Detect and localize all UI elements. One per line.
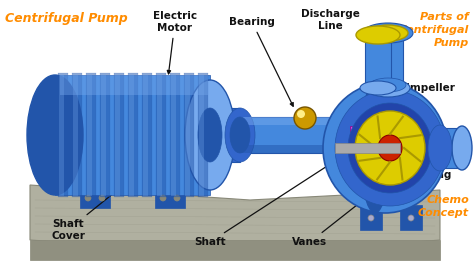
Bar xyxy=(350,128,380,142)
Text: Parts of
Centrifugal
Pump: Parts of Centrifugal Pump xyxy=(399,12,469,48)
Circle shape xyxy=(408,215,414,221)
Bar xyxy=(157,74,162,196)
Bar xyxy=(240,117,350,125)
Text: Suction
Line: Suction Line xyxy=(410,129,454,151)
Bar xyxy=(400,205,422,230)
Text: Shaft: Shaft xyxy=(194,150,352,247)
Bar xyxy=(350,126,358,144)
Circle shape xyxy=(99,195,105,201)
Text: Vanes: Vanes xyxy=(292,178,392,247)
Ellipse shape xyxy=(355,111,425,185)
Polygon shape xyxy=(30,185,440,255)
Ellipse shape xyxy=(360,83,390,213)
Circle shape xyxy=(368,215,374,221)
Text: Impeller: Impeller xyxy=(406,83,455,124)
Bar xyxy=(72,73,82,197)
Bar xyxy=(100,73,110,197)
Ellipse shape xyxy=(198,108,222,162)
Ellipse shape xyxy=(185,80,235,190)
Bar xyxy=(199,74,204,196)
Bar xyxy=(170,73,180,197)
Bar xyxy=(80,188,110,208)
Ellipse shape xyxy=(335,90,445,206)
Ellipse shape xyxy=(360,81,396,95)
Bar xyxy=(373,33,403,88)
Ellipse shape xyxy=(340,117,360,153)
Text: Casing: Casing xyxy=(412,170,452,180)
Bar xyxy=(240,117,350,153)
Bar xyxy=(58,73,68,197)
Ellipse shape xyxy=(452,126,472,170)
Text: Shaft
Cover: Shaft Cover xyxy=(51,191,117,241)
Bar xyxy=(59,74,64,196)
Ellipse shape xyxy=(230,117,250,153)
Polygon shape xyxy=(30,240,440,260)
Ellipse shape xyxy=(368,25,408,41)
Circle shape xyxy=(297,110,305,118)
Bar xyxy=(335,143,400,153)
Ellipse shape xyxy=(27,75,83,195)
Text: Centrifugal Pump: Centrifugal Pump xyxy=(5,12,128,25)
Circle shape xyxy=(85,195,91,201)
Ellipse shape xyxy=(356,26,400,44)
Circle shape xyxy=(294,107,316,129)
Bar xyxy=(440,128,462,168)
Bar xyxy=(240,145,350,153)
Bar xyxy=(86,73,96,197)
Bar xyxy=(142,73,152,197)
Circle shape xyxy=(174,195,180,201)
Ellipse shape xyxy=(378,135,402,161)
Bar xyxy=(198,73,208,197)
Bar xyxy=(155,188,185,208)
Ellipse shape xyxy=(428,125,452,171)
Bar xyxy=(128,73,138,197)
Bar xyxy=(115,74,120,196)
Bar xyxy=(129,74,134,196)
Ellipse shape xyxy=(366,79,410,97)
Text: Bearing: Bearing xyxy=(229,17,293,106)
Ellipse shape xyxy=(363,23,413,43)
Bar xyxy=(184,73,194,197)
Bar xyxy=(101,74,106,196)
Ellipse shape xyxy=(348,103,432,193)
Bar xyxy=(87,74,92,196)
Bar xyxy=(365,35,391,90)
Bar xyxy=(358,127,364,143)
Bar xyxy=(156,73,166,197)
Bar xyxy=(73,74,78,196)
Text: Discharge
Line: Discharge Line xyxy=(301,9,374,37)
Bar xyxy=(114,73,124,197)
Text: Electric
Motor: Electric Motor xyxy=(153,11,197,74)
Ellipse shape xyxy=(323,83,447,213)
Bar xyxy=(143,74,148,196)
Ellipse shape xyxy=(225,108,255,162)
Bar xyxy=(210,108,240,162)
Bar xyxy=(171,74,176,196)
Bar xyxy=(55,75,210,195)
Bar xyxy=(60,75,208,95)
Bar xyxy=(185,74,190,196)
Circle shape xyxy=(160,195,166,201)
Ellipse shape xyxy=(370,78,406,92)
Text: Chemo
Concept: Chemo Concept xyxy=(418,195,469,218)
Bar xyxy=(360,205,382,230)
